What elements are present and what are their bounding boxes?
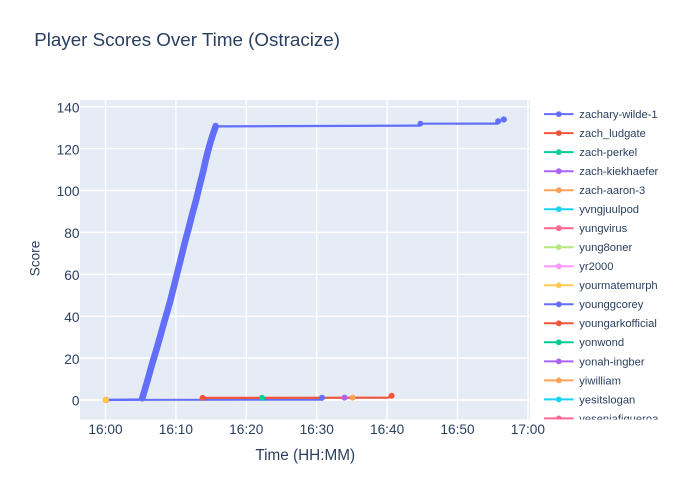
svg-text:16:50: 16:50 (440, 422, 475, 437)
svg-text:yung8oner: yung8oner (579, 242, 632, 254)
svg-text:yvngjuulpod: yvngjuulpod (579, 204, 639, 216)
svg-text:20: 20 (64, 352, 80, 367)
svg-text:yonah-ingber: yonah-ingber (579, 356, 645, 368)
svg-text:yiwilliam: yiwilliam (579, 375, 621, 387)
svg-text:40: 40 (64, 310, 80, 325)
svg-text:younggcorey: younggcorey (579, 299, 643, 311)
svg-text:yonwond: yonwond (579, 337, 624, 349)
svg-text:yr2000: yr2000 (579, 261, 613, 273)
svg-text:zach-perkel: zach-perkel (579, 147, 637, 159)
svg-text:zach-kiekhaefer: zach-kiekhaefer (579, 166, 658, 178)
svg-text:yungvirus: yungvirus (579, 223, 627, 235)
svg-text:140: 140 (57, 100, 80, 115)
svg-text:youngarkofficial: youngarkofficial (579, 318, 657, 330)
svg-text:Player Scores Over Time (Ostra: Player Scores Over Time (Ostracize) (34, 29, 340, 50)
svg-text:16:10: 16:10 (159, 422, 194, 437)
svg-text:Time (HH:MM): Time (HH:MM) (255, 447, 355, 464)
svg-text:Score: Score (28, 241, 43, 277)
svg-text:yeseniafigueroa: yeseniafigueroa (579, 413, 659, 425)
svg-text:16:20: 16:20 (229, 422, 264, 437)
svg-text:100: 100 (57, 184, 80, 199)
svg-text:zach-aaron-3: zach-aaron-3 (579, 185, 645, 197)
svg-text:0: 0 (72, 394, 80, 409)
svg-text:yesitslogan: yesitslogan (579, 394, 635, 406)
svg-text:17:00: 17:00 (511, 422, 546, 437)
svg-text:zach_ludgate: zach_ludgate (579, 128, 646, 140)
svg-text:16:40: 16:40 (370, 422, 405, 437)
svg-text:16:30: 16:30 (300, 422, 335, 437)
svg-text:120: 120 (57, 142, 80, 157)
svg-text:yourmatemurph: yourmatemurph (579, 280, 657, 292)
svg-text:16:00: 16:00 (88, 422, 123, 437)
svg-text:60: 60 (64, 268, 80, 283)
svg-text:80: 80 (64, 226, 80, 241)
svg-text:zachary-wilde-1: zachary-wilde-1 (579, 109, 657, 121)
